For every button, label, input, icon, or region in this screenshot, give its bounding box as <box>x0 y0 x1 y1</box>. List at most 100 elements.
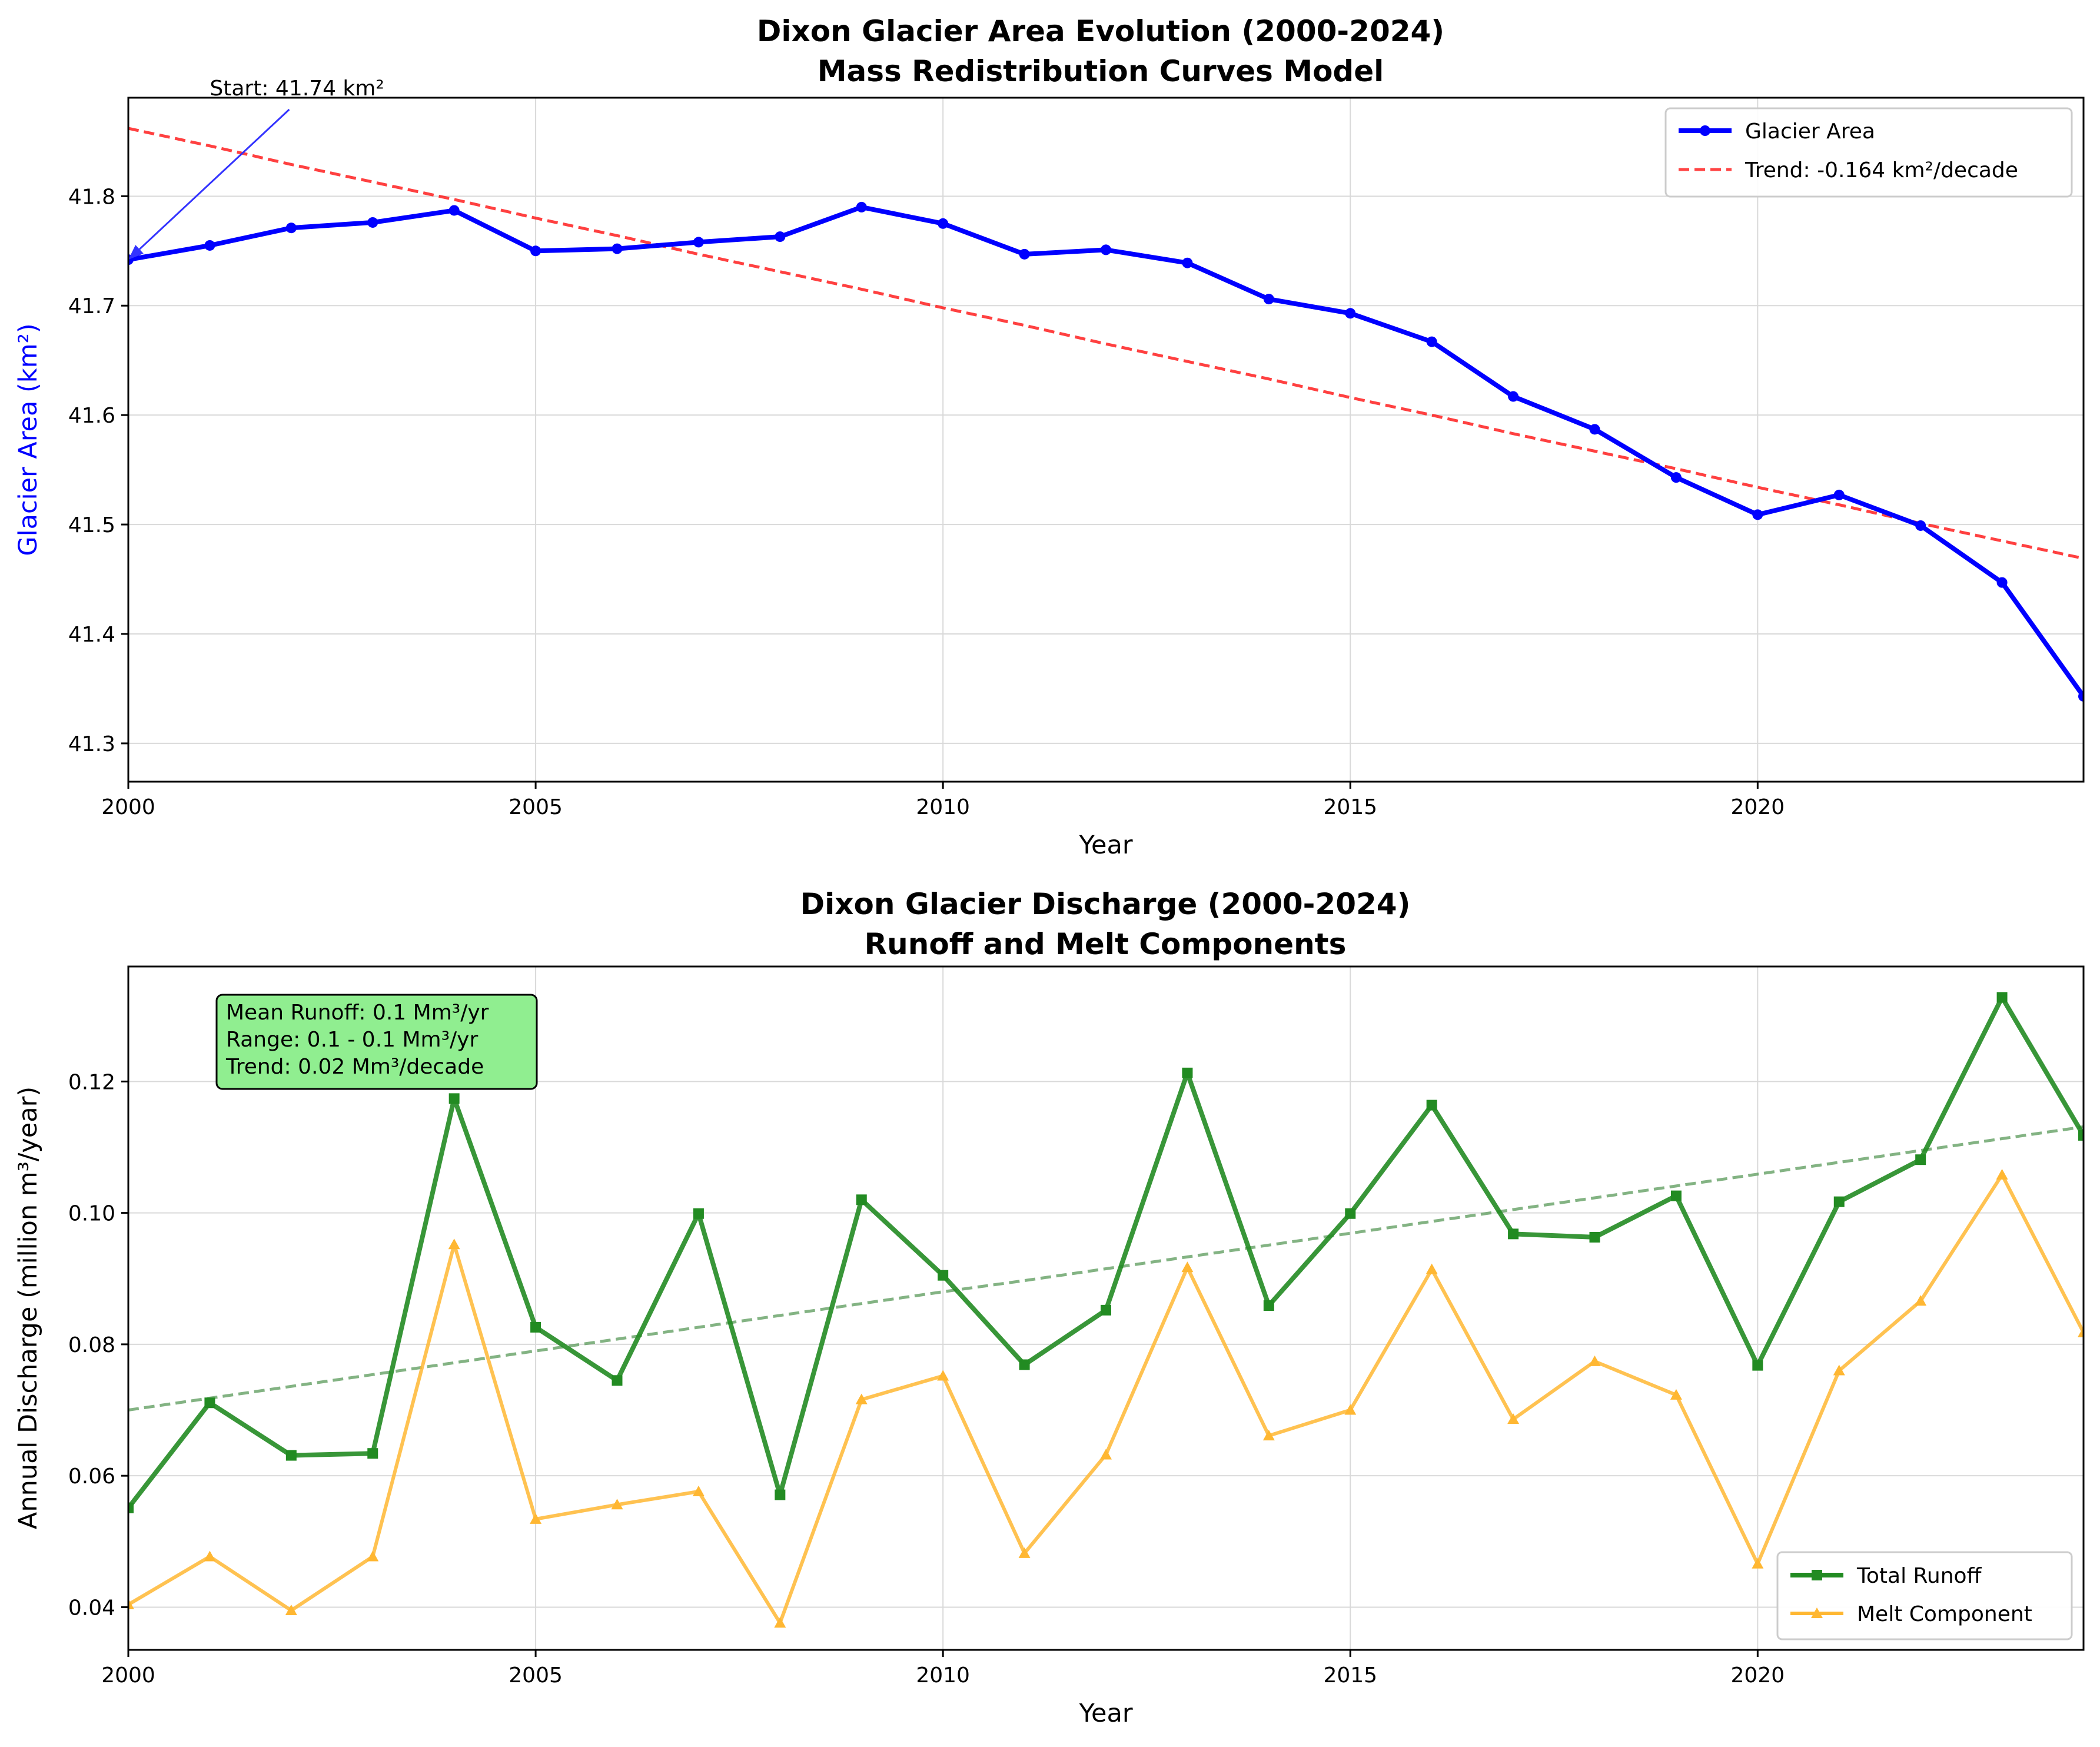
data-point-melt-component <box>1915 1295 1927 1306</box>
y-tick-label: 41.7 <box>68 294 115 318</box>
data-point-total-runoff <box>775 1489 786 1500</box>
area-chart-subtitle: Mass Redistribution Curves Model <box>818 54 1384 88</box>
data-point-melt-component <box>1426 1263 1438 1274</box>
data-point-glacier-area <box>2078 690 2084 702</box>
data-point-melt-component <box>855 1393 868 1404</box>
data-point-glacier-area <box>938 218 949 229</box>
x-tick-label: 2010 <box>916 795 970 819</box>
area-chart-grid <box>121 98 2084 789</box>
discharge-chart: Dixon Glacier Discharge (2000-2024) Runo… <box>14 887 2085 1728</box>
x-tick-label: 2000 <box>101 1663 155 1688</box>
data-point-glacier-area <box>1752 509 1763 520</box>
area-chart-title: Dixon Glacier Area Evolution (2000-2024) <box>757 14 1444 48</box>
data-point-total-runoff <box>1670 1190 1682 1201</box>
discharge-chart-series <box>128 992 2084 1628</box>
area-chart-legend: Glacier Area Trend: -0.164 km²/decade <box>1664 107 2073 198</box>
x-tick-label: 2010 <box>916 1663 970 1688</box>
data-point-glacier-area <box>448 205 460 216</box>
legend-marker-melt-component <box>1811 1607 1823 1618</box>
data-point-melt-component <box>2078 1326 2084 1337</box>
series-line-trend <box>128 1125 2084 1411</box>
x-tick-label: 2020 <box>1731 1663 1785 1688</box>
data-point-total-runoff <box>2078 1130 2084 1141</box>
legend-label-glacier-area: Glacier Area <box>1745 119 1875 144</box>
data-point-total-runoff <box>693 1208 704 1219</box>
legend-label-total-runoff: Total Runoff <box>1856 1564 1982 1588</box>
data-point-glacier-area <box>530 245 541 257</box>
data-point-total-runoff <box>856 1194 867 1205</box>
data-point-glacier-area <box>1182 257 1193 268</box>
data-point-melt-component <box>1833 1364 1845 1376</box>
data-point-total-runoff <box>1345 1208 1356 1219</box>
stats-box: Mean Runoff: 0.1 Mm³/yr Range: 0.1 - 0.1… <box>215 994 538 1090</box>
legend-label-trend: Trend: -0.164 km²/decade <box>1745 158 2018 182</box>
data-point-glacier-area <box>367 217 378 228</box>
y-tick-label: 41.5 <box>68 513 115 537</box>
data-point-glacier-area <box>775 231 786 243</box>
legend-box <box>1664 107 2073 198</box>
legend-box <box>1776 1551 2073 1640</box>
data-point-melt-component <box>1262 1430 1275 1441</box>
data-point-total-runoff <box>285 1450 297 1461</box>
stats-trend: Trend: 0.02 Mm³/decade <box>225 1055 484 1079</box>
data-point-melt-component <box>285 1605 297 1616</box>
data-point-melt-component <box>204 1550 216 1562</box>
data-point-total-runoff <box>448 1093 460 1104</box>
area-chart-ticks: 2000 2005 2010 2015 2020 41.3 41.4 41.5 … <box>68 185 1785 819</box>
data-point-total-runoff <box>1589 1231 1600 1243</box>
area-chart-series <box>128 127 2084 702</box>
area-chart-frame <box>127 97 2085 783</box>
data-point-melt-component <box>1344 1404 1357 1415</box>
data-point-melt-component <box>530 1513 542 1524</box>
data-point-total-runoff <box>1263 1300 1274 1311</box>
data-point-melt-component <box>774 1617 786 1628</box>
data-point-glacier-area <box>1915 520 1926 531</box>
area-chart-ylabel: Glacier Area (km²) <box>14 323 43 556</box>
discharge-chart-grid <box>121 967 2084 1657</box>
data-point-total-runoff <box>530 1321 541 1333</box>
discharge-chart-legend: Total Runoff Melt Component <box>1776 1551 2073 1640</box>
data-point-glacier-area <box>612 243 623 254</box>
data-point-glacier-area <box>856 201 867 212</box>
data-point-glacier-area <box>1589 424 1600 435</box>
data-point-total-runoff <box>1182 1067 1193 1078</box>
stats-mean-runoff: Mean Runoff: 0.1 Mm³/yr <box>226 1001 489 1025</box>
y-tick-label: 41.4 <box>68 623 115 647</box>
data-point-glacier-area <box>285 222 297 234</box>
data-point-total-runoff <box>204 1397 215 1409</box>
area-chart: Dixon Glacier Area Evolution (2000-2024)… <box>14 14 2085 860</box>
discharge-chart-frame <box>127 965 2085 1651</box>
data-point-total-runoff <box>128 1502 134 1513</box>
data-point-glacier-area <box>1019 248 1030 260</box>
y-tick-label: 0.04 <box>68 1596 115 1620</box>
y-tick-label: 41.3 <box>68 732 115 756</box>
data-point-glacier-area <box>1345 308 1356 319</box>
data-point-total-runoff <box>1019 1359 1030 1370</box>
start-annotation-label: Start: 41.74 km² <box>210 77 384 101</box>
data-point-glacier-area <box>693 237 704 248</box>
data-point-melt-component <box>1752 1557 1764 1569</box>
data-point-total-runoff <box>1426 1100 1437 1111</box>
data-point-melt-component <box>448 1238 460 1250</box>
discharge-chart-ylabel: Annual Discharge (million m³/year) <box>14 1087 43 1529</box>
data-point-melt-component <box>367 1550 379 1562</box>
data-point-melt-component <box>937 1370 949 1381</box>
data-point-glacier-area <box>1263 294 1274 305</box>
x-tick-label: 2000 <box>101 795 155 819</box>
discharge-chart-title: Dixon Glacier Discharge (2000-2024) <box>800 887 1411 921</box>
data-point-glacier-area <box>1833 489 1845 500</box>
data-point-total-runoff <box>367 1448 378 1459</box>
data-point-total-runoff <box>1508 1228 1519 1240</box>
x-tick-label: 2015 <box>1323 795 1377 819</box>
data-point-melt-component <box>1018 1547 1031 1558</box>
start-annotation-arrow <box>138 108 290 250</box>
data-point-melt-component <box>1670 1389 1682 1400</box>
area-chart-annotation: Start: 41.74 km² <box>128 77 384 260</box>
discharge-chart-subtitle: Runoff and Melt Components <box>865 927 1347 961</box>
x-tick-label: 2005 <box>509 795 563 819</box>
y-tick-label: 41.8 <box>68 185 115 209</box>
data-point-total-runoff <box>1101 1304 1111 1316</box>
data-point-total-runoff <box>1915 1154 1926 1165</box>
data-point-total-runoff <box>1752 1360 1763 1371</box>
